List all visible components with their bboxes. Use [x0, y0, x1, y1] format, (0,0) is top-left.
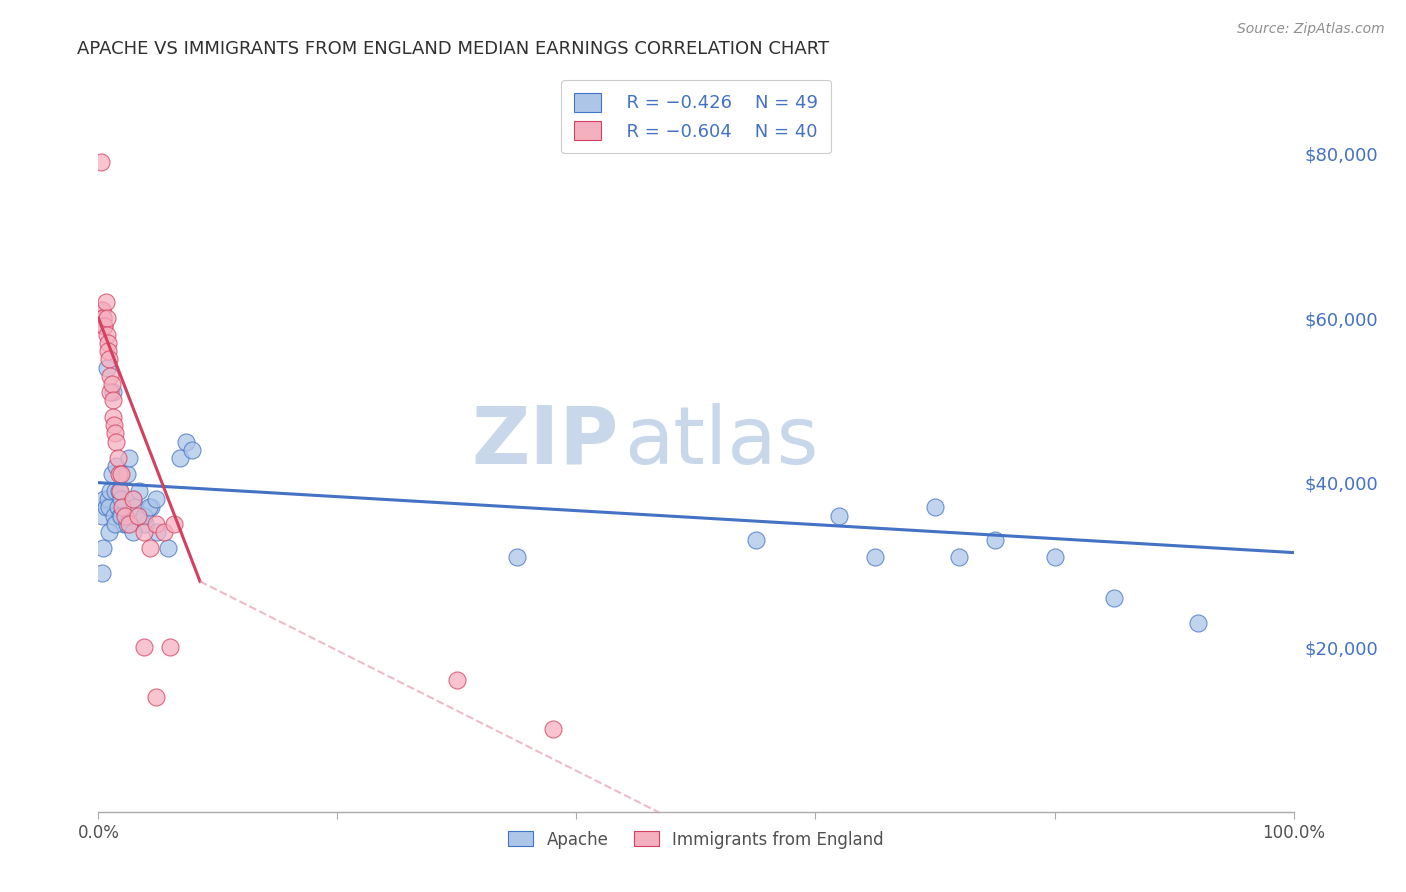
Point	[984, 533, 1007, 548]
Point	[153, 524, 176, 539]
Point	[100, 467, 122, 482]
Point	[114, 508, 136, 523]
Point	[1043, 549, 1066, 564]
Point	[101, 409, 124, 424]
Point	[159, 640, 181, 655]
Point	[97, 335, 120, 350]
Point	[108, 483, 131, 498]
Point	[828, 508, 851, 523]
Point	[91, 302, 114, 317]
Point	[1187, 615, 1209, 630]
Point	[98, 368, 122, 383]
Point	[108, 508, 131, 523]
Point	[122, 492, 145, 507]
Point	[115, 467, 138, 482]
Point	[93, 319, 115, 334]
Point	[948, 549, 970, 564]
Legend: Apache, Immigrants from England: Apache, Immigrants from England	[502, 824, 890, 855]
Point	[156, 541, 179, 556]
Point	[107, 467, 129, 482]
Point	[98, 500, 121, 515]
Point	[163, 516, 186, 531]
Point	[132, 508, 155, 523]
Point	[103, 508, 125, 523]
Point	[91, 541, 114, 556]
Point	[96, 360, 118, 375]
Point	[145, 492, 167, 507]
Text: ZIP: ZIP	[471, 402, 619, 481]
Point	[91, 302, 114, 317]
Point	[100, 376, 122, 391]
Point	[107, 483, 129, 498]
Point	[122, 524, 145, 539]
Point	[924, 500, 946, 515]
Point	[96, 311, 118, 326]
Point	[98, 385, 122, 400]
Point	[91, 311, 114, 326]
Point	[104, 516, 127, 531]
Point	[91, 508, 114, 523]
Point	[111, 500, 134, 515]
Point	[541, 723, 564, 737]
Point	[115, 516, 138, 531]
Point	[98, 352, 121, 367]
Point	[446, 673, 468, 687]
Point	[107, 500, 129, 515]
Point	[132, 640, 155, 655]
Point	[97, 492, 120, 507]
Point	[146, 524, 169, 539]
Point	[90, 154, 112, 169]
Point	[93, 319, 115, 334]
Point	[128, 483, 150, 498]
Point	[132, 524, 155, 539]
Point	[104, 483, 127, 498]
Point	[91, 311, 114, 326]
Point	[1104, 591, 1126, 605]
Point	[145, 516, 167, 531]
Point	[105, 434, 128, 449]
Text: atlas: atlas	[624, 402, 818, 481]
Point	[94, 500, 117, 515]
Point	[139, 541, 162, 556]
Point	[138, 500, 160, 515]
Point	[91, 566, 114, 581]
Point	[101, 385, 124, 400]
Point	[180, 442, 202, 457]
Point	[174, 434, 197, 449]
Point	[118, 516, 141, 531]
Point	[107, 450, 129, 465]
Point	[865, 549, 887, 564]
Point	[118, 450, 141, 465]
Point	[104, 426, 127, 441]
Point	[169, 450, 191, 465]
Point	[97, 344, 120, 359]
Text: Source: ZipAtlas.com: Source: ZipAtlas.com	[1237, 22, 1385, 37]
Point	[110, 467, 132, 482]
Point	[506, 549, 529, 564]
Point	[112, 516, 135, 531]
Point	[134, 516, 156, 531]
Point	[127, 508, 149, 523]
Point	[145, 690, 167, 704]
Point	[94, 294, 117, 309]
Point	[98, 483, 122, 498]
Point	[103, 418, 125, 433]
Point	[105, 459, 128, 474]
Point	[96, 327, 118, 342]
Point	[110, 508, 132, 523]
Point	[93, 492, 115, 507]
Text: APACHE VS IMMIGRANTS FROM ENGLAND MEDIAN EARNINGS CORRELATION CHART: APACHE VS IMMIGRANTS FROM ENGLAND MEDIAN…	[77, 40, 830, 58]
Point	[139, 500, 162, 515]
Point	[124, 500, 146, 515]
Point	[110, 492, 132, 507]
Point	[745, 533, 768, 548]
Point	[98, 524, 121, 539]
Point	[101, 393, 124, 408]
Point	[122, 492, 145, 507]
